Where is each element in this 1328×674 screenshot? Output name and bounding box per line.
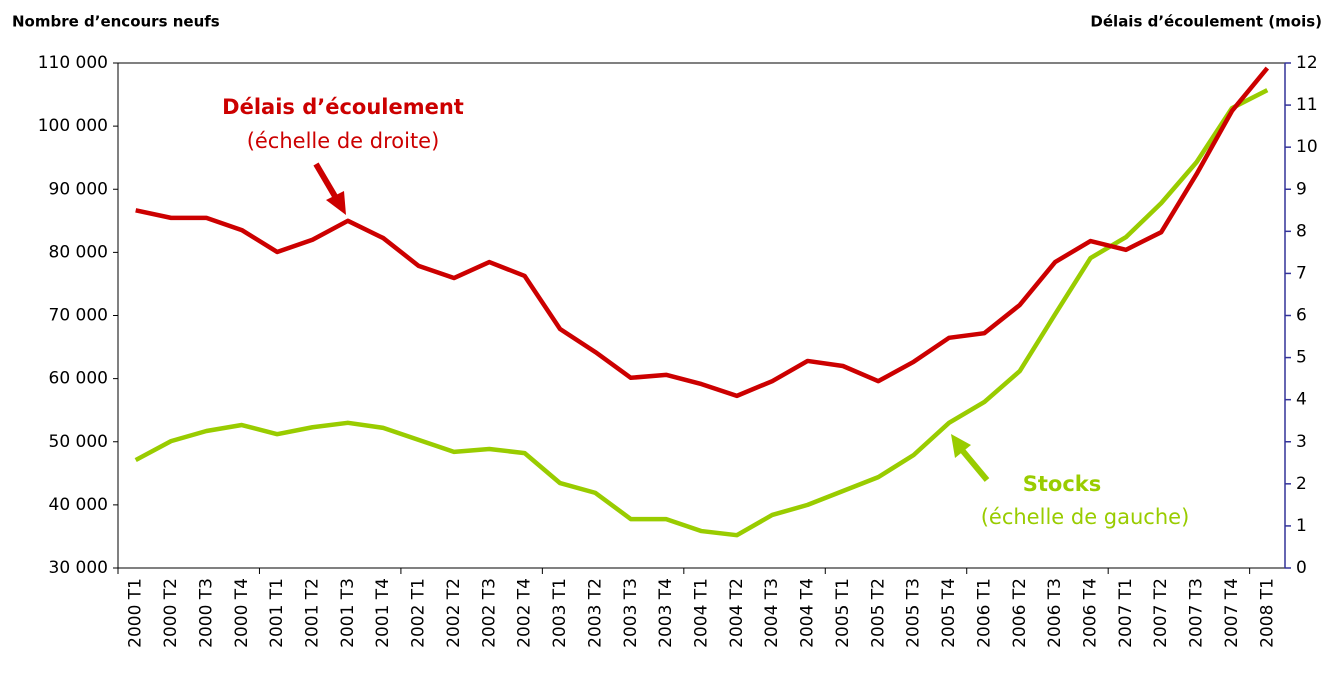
x-tick-label: 2006 T4	[1081, 578, 1101, 648]
x-tick-label: 2006 T3	[1045, 578, 1065, 648]
y2-tick-label: 3	[1296, 432, 1307, 452]
y2-axis-title: Délais d’écoulement (mois)	[1090, 13, 1322, 31]
y-tick-label: 90 000	[49, 179, 108, 199]
x-tick-label: 2001 T4	[373, 578, 393, 648]
line-series	[134, 88, 1269, 538]
x-tick-label: 2003 T1	[550, 578, 570, 648]
x-tick-label: 2002 T4	[515, 578, 535, 648]
x-tick-label: 2005 T1	[833, 578, 853, 648]
y2-tick-label: 10	[1296, 137, 1318, 157]
x-tick-label: 2000 T4	[232, 578, 252, 648]
y-tick-label: 60 000	[49, 369, 108, 389]
arrow	[313, 162, 346, 215]
x-tick-label: 2002 T3	[479, 578, 499, 648]
annotation-title: Stocks	[1023, 472, 1102, 496]
x-tick-label: 2007 T4	[1222, 578, 1242, 648]
x-tick-label: 2003 T3	[621, 578, 641, 648]
y-tick-label: 110 000	[38, 53, 108, 73]
x-tick-label: 2005 T2	[868, 578, 888, 648]
x-tick-label: 2004 T1	[692, 578, 712, 648]
x-tick-label: 2003 T4	[656, 578, 676, 648]
y-tick-label: 50 000	[49, 432, 108, 452]
x-tick-label: 2007 T3	[1187, 578, 1207, 648]
y2-tick-label: 8	[1296, 221, 1307, 241]
x-tick-label: 2004 T3	[762, 578, 782, 648]
x-tick-label: 2000 T1	[126, 578, 146, 648]
x-tick-label: 2005 T4	[939, 578, 959, 648]
y-tick-label: 30 000	[49, 558, 108, 578]
y2-tick-label: 7	[1296, 263, 1307, 283]
x-tick-label: 2004 T2	[727, 578, 747, 648]
x-tick-label: 2006 T2	[1010, 578, 1030, 648]
y-tick-label: 40 000	[49, 495, 108, 515]
y2-tick-label: 2	[1296, 474, 1307, 494]
x-tick-label: 2002 T2	[444, 578, 464, 648]
y2-tick-label: 4	[1296, 390, 1307, 410]
y2-tick-label: 9	[1296, 179, 1307, 199]
line-series	[135, 66, 1270, 399]
x-tick-label: 2007 T2	[1151, 578, 1171, 648]
x-tick-label: 2007 T1	[1116, 578, 1136, 648]
y2-tick-label: 1	[1296, 516, 1307, 536]
y2-tick-label: 0	[1296, 558, 1307, 578]
x-tick-label: 2004 T4	[798, 578, 818, 648]
x-tick-label: 2000 T2	[161, 578, 181, 648]
x-tick-label: 2008 T1	[1257, 578, 1277, 648]
x-tick-label: 2003 T2	[585, 578, 605, 648]
x-tick-label: 2001 T3	[338, 578, 358, 648]
y-tick-label: 100 000	[38, 116, 108, 136]
y2-tick-label: 11	[1296, 95, 1318, 115]
y-tick-label: 80 000	[49, 242, 108, 262]
annotation-title: Délais d’écoulement	[222, 95, 464, 119]
y2-tick-label: 12	[1296, 53, 1318, 73]
y2-tick-label: 6	[1296, 306, 1307, 326]
annotation-text: (échelle de droite)	[247, 129, 440, 153]
x-tick-label: 2001 T1	[267, 578, 287, 648]
arrow	[951, 434, 990, 482]
y-axis-title: Nombre d’encours neufs	[12, 13, 220, 31]
x-tick-label: 2006 T1	[974, 578, 994, 648]
y2-tick-label: 5	[1296, 348, 1307, 368]
x-tick-label: 2000 T3	[196, 578, 216, 648]
annotation-text: (échelle de gauche)	[981, 505, 1190, 529]
x-tick-label: 2005 T3	[904, 578, 924, 648]
x-tick-label: 2001 T2	[303, 578, 323, 648]
x-tick-label: 2002 T1	[409, 578, 429, 648]
y-tick-label: 70 000	[49, 306, 108, 326]
